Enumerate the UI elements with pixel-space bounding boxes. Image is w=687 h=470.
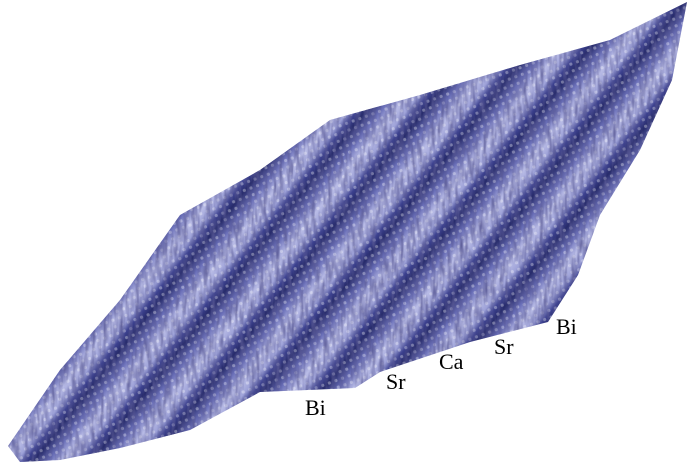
atom-label: Bi	[305, 395, 326, 420]
atom-label: Sr	[386, 369, 406, 394]
surface	[0, 0, 687, 470]
stm-image: Bi Sr Ca Sr Bi	[0, 0, 687, 470]
atom-label: Sr	[494, 334, 514, 359]
atom-label: Bi	[556, 314, 577, 339]
atom-label: Ca	[439, 349, 464, 374]
